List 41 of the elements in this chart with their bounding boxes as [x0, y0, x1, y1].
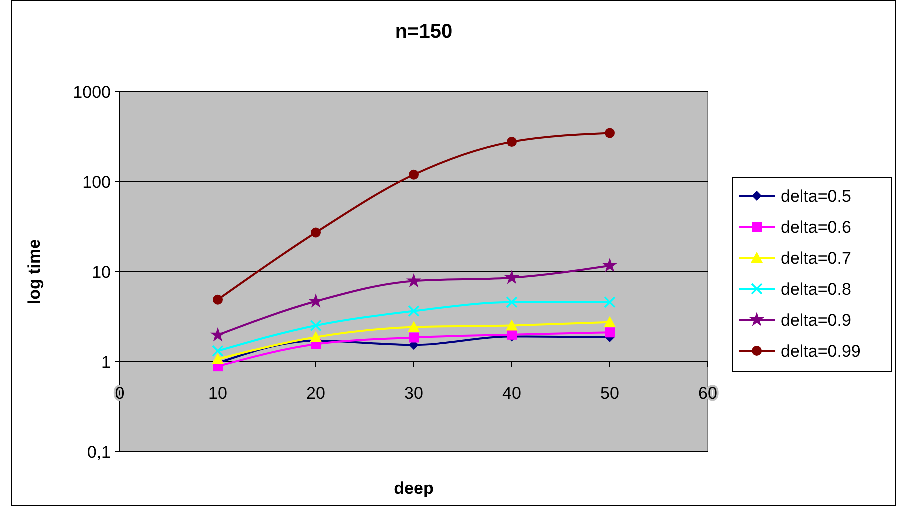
- point: [507, 137, 517, 148]
- point: [408, 321, 420, 332]
- legend-label: delta=0.6: [781, 218, 852, 237]
- point: [605, 328, 615, 338]
- y-tick-label: 1000: [73, 82, 111, 102]
- x-tick-label: 40: [502, 384, 522, 403]
- point: [506, 320, 518, 331]
- point: [408, 305, 420, 318]
- point: [213, 294, 223, 305]
- point: [409, 332, 419, 343]
- x-axis-title: deep: [394, 479, 434, 498]
- y-tick-label: 0,1: [87, 442, 111, 462]
- legend-label: delta=0.8: [781, 280, 852, 299]
- y-tick-label: 10: [92, 262, 111, 282]
- legend-label: delta=0.99: [781, 342, 861, 361]
- chart-title: n=150: [395, 21, 453, 43]
- point: [602, 258, 618, 272]
- point: [310, 331, 322, 342]
- point: [210, 327, 226, 342]
- legend-label: delta=0.5: [781, 186, 852, 206]
- point: [604, 316, 616, 328]
- x-tick-label: 50: [600, 384, 620, 403]
- point: [605, 128, 615, 138]
- x-tick-label: 30: [404, 384, 424, 403]
- point: [506, 296, 518, 308]
- point: [504, 270, 520, 284]
- y-axis-title: log time: [25, 239, 44, 305]
- point: [310, 320, 322, 332]
- point: [406, 273, 422, 288]
- point: [409, 170, 419, 180]
- x-tick-label: 10: [208, 384, 228, 403]
- point: [212, 345, 224, 358]
- point: [311, 228, 321, 238]
- point: [604, 296, 616, 308]
- point: [212, 353, 224, 364]
- x-tick-label: 20: [306, 384, 326, 403]
- legend-label: delta=0.9: [781, 310, 852, 330]
- y-tick-label: 1: [102, 352, 111, 372]
- x-tick-label: 60: [698, 384, 718, 403]
- y-tick-label: 100: [82, 172, 111, 192]
- legend-label: delta=0.7: [781, 248, 852, 268]
